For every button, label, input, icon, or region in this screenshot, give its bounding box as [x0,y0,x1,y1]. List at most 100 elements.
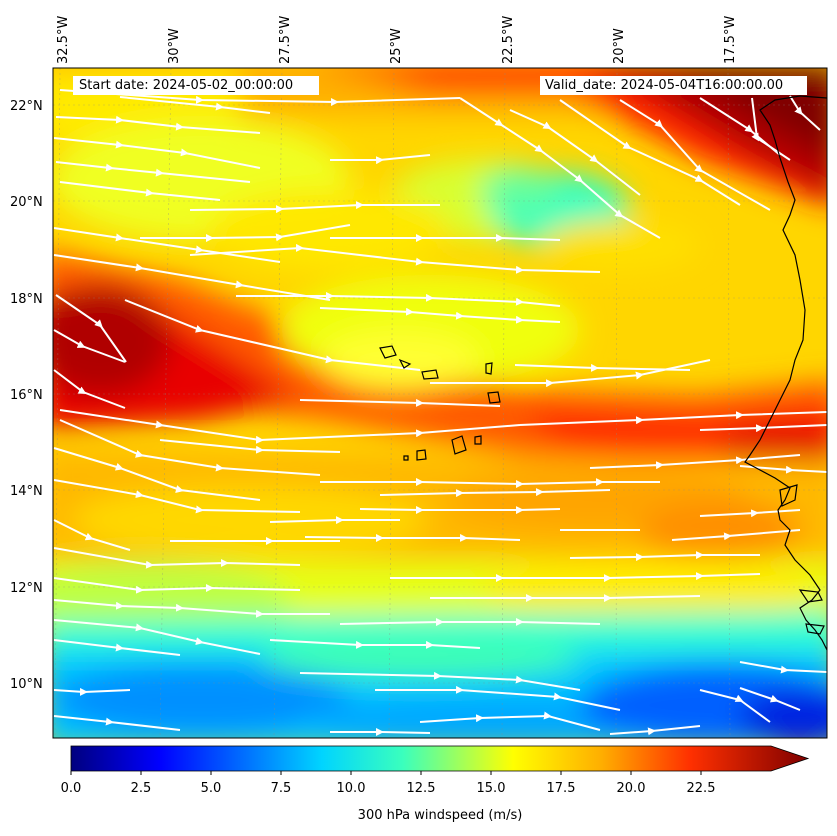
streamline [59,89,461,107]
streamline [589,454,801,470]
island [398,358,412,369]
streamline [53,547,301,569]
streamline [699,509,801,518]
start-date-label: Start date: 2024-05-02_00:00:00 [73,76,319,95]
streamline [59,409,521,444]
island [379,345,397,359]
map-frame [52,67,828,739]
streamline [53,577,301,594]
island [487,391,501,404]
streamline [189,201,440,214]
streamline [299,671,581,691]
streamline [359,505,561,515]
streamline [269,516,400,525]
lon-label: 20°W [612,28,627,64]
coastline [379,95,827,651]
streamline [119,96,271,114]
streamline [390,572,761,583]
streamlines [53,89,827,736]
island [403,455,409,461]
colorbar-tick-label: 22.5 [687,781,716,796]
streamline [789,95,821,131]
streamline [330,154,431,165]
streamline [53,479,301,514]
streamline [699,424,827,433]
lat-label: 22°N [10,99,43,114]
streamline [53,599,330,618]
lat-label: 18°N [10,292,43,307]
streamline [375,685,621,711]
streamline [59,419,321,476]
streamline [339,617,601,627]
streamline [55,115,261,134]
streamline [320,477,660,489]
streamline [739,465,827,474]
streamline [53,137,261,169]
colorbar-tick-label: 10.0 [337,781,366,796]
streamline [189,243,601,274]
colorbar-ticks: 0.0 2.5 5.0 7.5 10.0 12.5 15.0 17.5 20.0 22.5 [61,771,716,796]
streamline [430,594,701,603]
streamline [299,398,501,407]
streamline [53,687,131,696]
streamline [53,329,126,363]
streamline [514,363,691,372]
streamline [53,639,181,656]
streamline [739,661,827,674]
streamline [304,533,521,542]
streamline [330,727,431,736]
streamline [319,307,561,324]
streamline [459,97,661,239]
colorbar-tick-label: 17.5 [547,781,576,796]
streamline [53,227,281,263]
streamline [519,411,827,426]
colorbar-tick-label: 0.0 [61,781,82,796]
streamline [59,181,221,201]
streamline [55,294,127,363]
island [421,369,439,380]
valid-date-label: Valid_date: 2024-05-04T16:00:00.00 [540,76,807,95]
colorbar-tick-label: 7.5 [271,781,292,796]
streamline [569,551,760,562]
streamline [609,725,701,736]
streamline [671,529,801,541]
streamline [53,254,331,301]
lon-label: 25°W [389,28,404,64]
streamline [124,299,421,371]
streamline [55,161,251,183]
island [485,362,493,375]
latitude-labels: 22°N 20°N 18°N 16°N 14°N 12°N 10°N [10,99,43,692]
island [474,435,482,445]
colorbar-tick-label: 20.0 [617,781,646,796]
lat-label: 12°N [10,581,43,596]
streamline [379,488,611,498]
island [451,435,467,455]
streamline [419,711,601,731]
lon-label: 27.5°W [278,16,293,64]
longitude-labels: 32.5°W 30°W 27.5°W 25°W 22.5°W 20°W 17.5… [56,16,738,64]
streamline [53,715,181,731]
lat-label: 10°N [10,677,43,692]
streamline [269,639,481,649]
colorbar-tick-label: 15.0 [477,781,506,796]
streamline [53,447,261,501]
streamline [509,109,641,196]
lon-label: 30°W [167,28,182,64]
west-africa-coastline [744,95,827,651]
streamline [430,359,711,388]
streamline [330,233,561,242]
colorbar-tick-label: 2.5 [131,781,152,796]
lat-label: 20°N [10,195,43,210]
streamline [159,439,341,454]
colorbar-tick-label: 12.5 [407,781,436,796]
lat-label: 16°N [10,388,43,403]
colorbar-tick-label: 5.0 [201,781,222,796]
streamline [739,687,801,711]
streamline [53,619,261,655]
lon-label: 22.5°W [501,16,516,64]
lon-label: 17.5°W [723,16,738,64]
colorbar-title: 300 hPa windspeed (m/s) [357,808,523,823]
island [416,449,427,461]
colorbar: 0.0 2.5 5.0 7.5 10.0 12.5 15.0 17.5 20.0 22.5 [61,745,810,796]
